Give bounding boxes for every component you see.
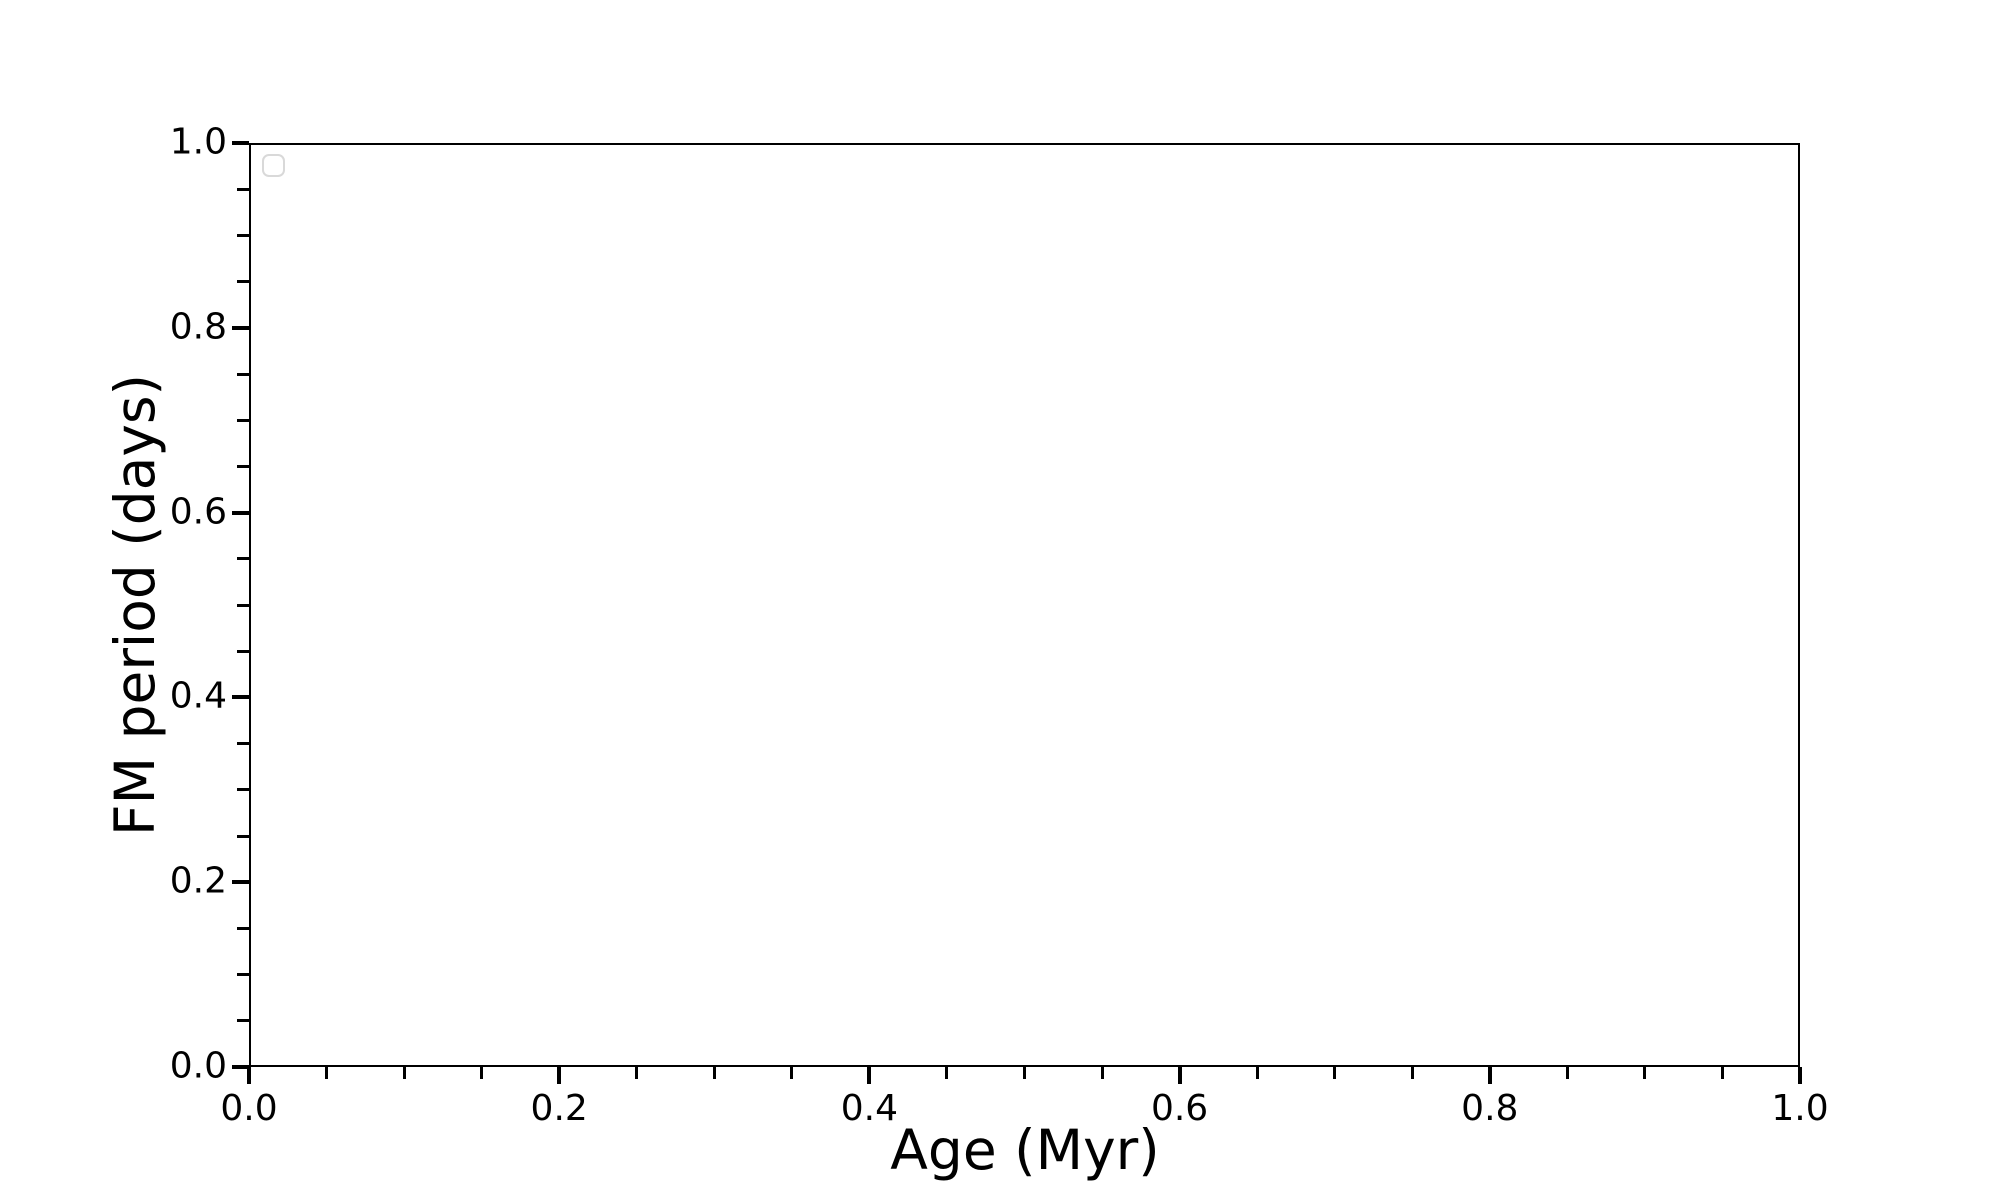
y-minor-tick: [237, 926, 249, 930]
y-minor-tick: [237, 649, 249, 653]
x-tick-label: 0.6: [1150, 1088, 1209, 1129]
x-tick-label: 0.2: [530, 1088, 588, 1129]
plot-area: [249, 143, 1800, 1067]
y-minor-tick: [237, 742, 249, 746]
y-minor-tick: [237, 1019, 249, 1023]
x-minor-tick: [1643, 1067, 1647, 1079]
y-minor-tick: [237, 187, 249, 191]
x-minor-tick: [1333, 1067, 1337, 1079]
y-minor-tick: [237, 788, 249, 792]
y-minor-tick: [237, 372, 249, 376]
y-major-tick: [232, 141, 249, 145]
x-tick-label: 1.0: [1771, 1088, 1829, 1129]
x-minor-tick: [1565, 1067, 1569, 1079]
x-major-tick: [1487, 1067, 1492, 1084]
x-major-tick: [247, 1067, 251, 1084]
x-major-tick: [1177, 1067, 1182, 1084]
y-minor-tick: [237, 418, 249, 422]
x-minor-tick: [402, 1067, 406, 1079]
y-minor-tick: [237, 557, 249, 561]
y-minor-tick: [237, 464, 249, 468]
y-tick-label: 1.0: [169, 121, 227, 163]
x-tick-label: 0.4: [840, 1088, 899, 1129]
x-minor-tick: [790, 1067, 794, 1079]
x-tick-label: 0.8: [1461, 1088, 1519, 1129]
x-minor-tick: [325, 1067, 329, 1079]
y-tick-label: 0.2: [169, 860, 227, 902]
x-minor-tick: [945, 1067, 949, 1079]
x-minor-tick: [1255, 1067, 1259, 1079]
x-minor-tick: [1100, 1067, 1104, 1079]
y-axis-label: FM period (days): [103, 374, 167, 836]
y-tick-label: 0.8: [169, 306, 227, 348]
x-tick-label: 0.0: [220, 1088, 278, 1129]
x-minor-tick: [635, 1067, 639, 1079]
y-major-tick: [232, 325, 249, 330]
x-minor-tick: [1720, 1067, 1724, 1079]
x-axis-label: Age (Myr): [890, 1118, 1160, 1182]
x-major-tick: [557, 1067, 562, 1084]
y-minor-tick: [237, 834, 249, 838]
y-major-tick: [232, 510, 249, 515]
y-minor-tick: [237, 233, 249, 237]
legend-box: [262, 154, 285, 177]
y-minor-tick: [237, 973, 249, 977]
y-tick-label: 0.6: [169, 491, 227, 533]
y-tick-label: 0.4: [169, 675, 227, 717]
y-minor-tick: [237, 603, 249, 607]
y-minor-tick: [237, 280, 249, 284]
x-minor-tick: [1410, 1067, 1414, 1079]
x-minor-tick: [480, 1067, 484, 1079]
y-major-tick: [232, 880, 249, 885]
y-major-tick: [232, 1065, 249, 1069]
y-major-tick: [232, 695, 249, 700]
x-minor-tick: [1023, 1067, 1026, 1079]
x-major-tick: [867, 1067, 872, 1084]
x-minor-tick: [712, 1067, 716, 1079]
y-tick-label: 0.0: [169, 1045, 227, 1087]
x-major-tick: [1798, 1067, 1802, 1084]
